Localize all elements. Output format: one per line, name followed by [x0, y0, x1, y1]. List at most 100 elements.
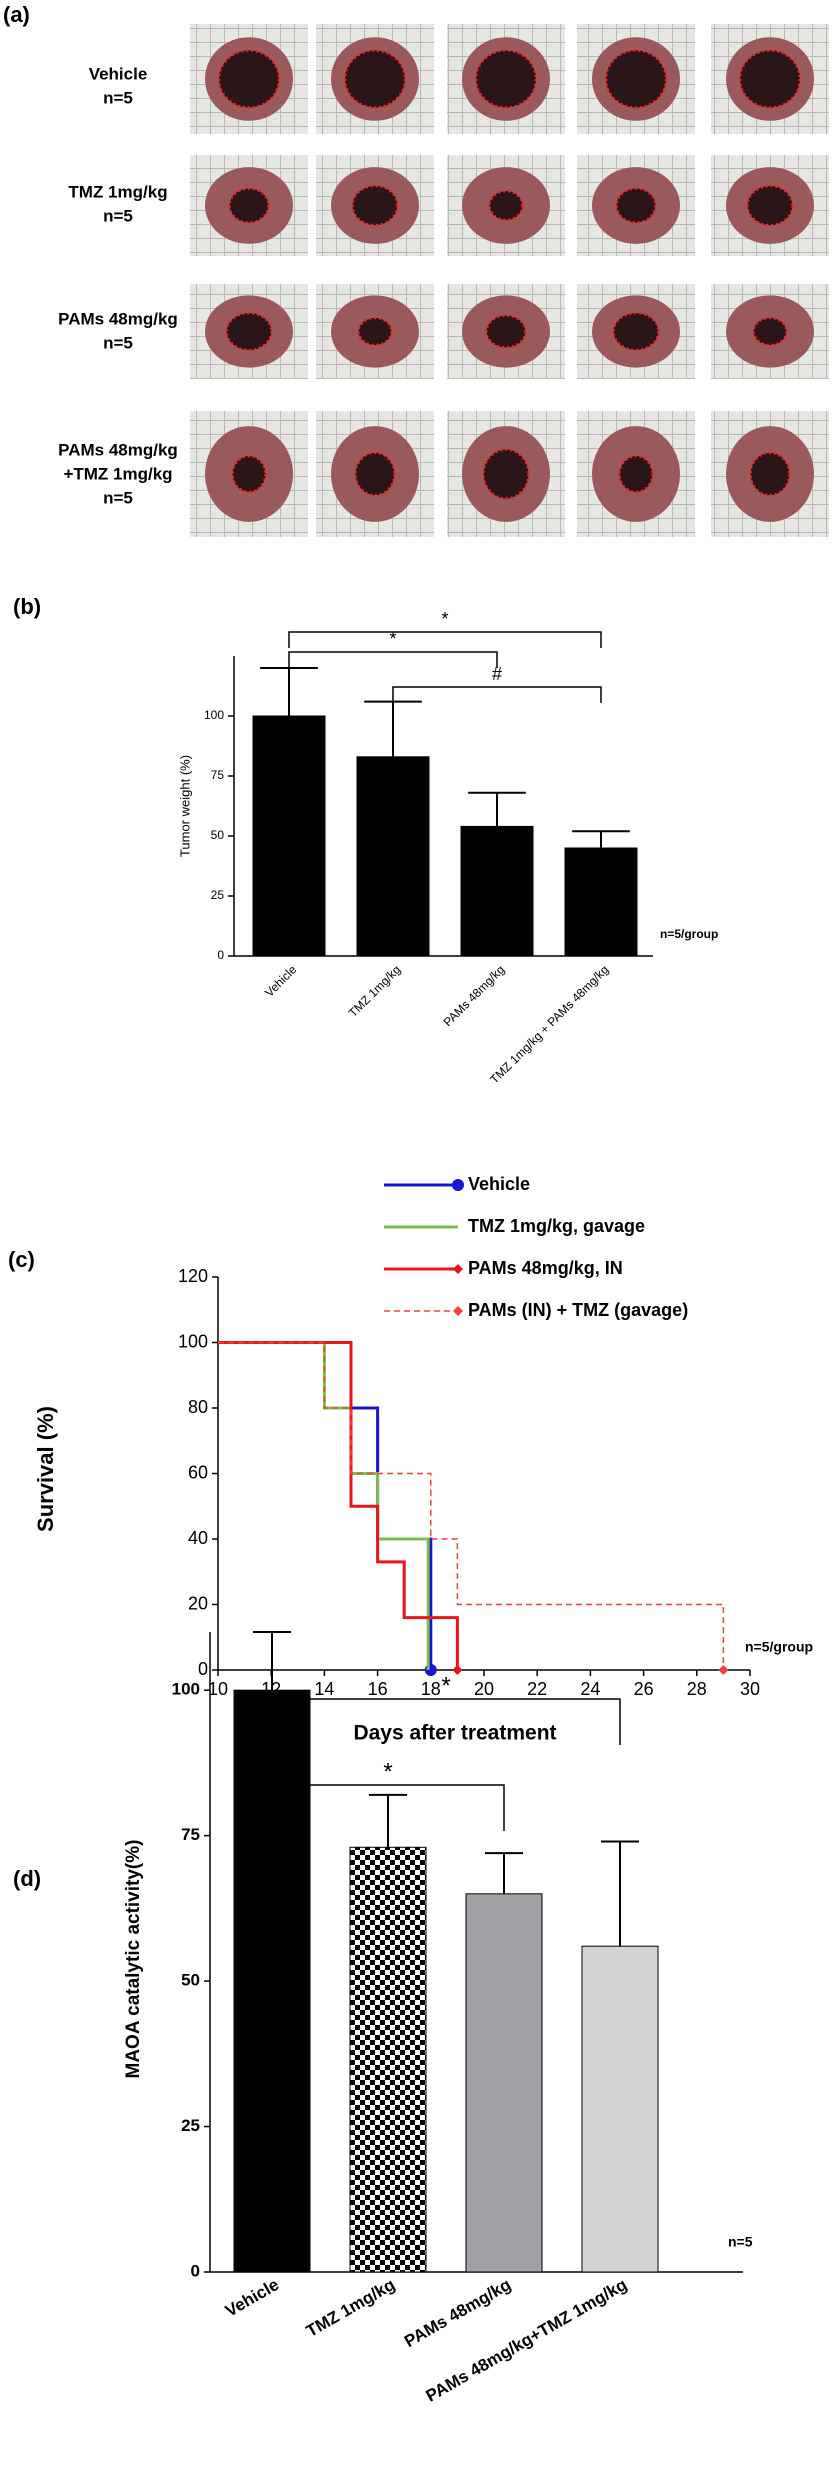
tumor — [604, 49, 668, 109]
y-tick-label: 0 — [198, 1659, 208, 1679]
row-label: n=5 — [103, 333, 133, 352]
y-tick-label: 120 — [178, 1266, 208, 1286]
significance-bracket — [392, 686, 602, 703]
significance-bracket — [288, 651, 498, 668]
x-tick-label: 20 — [474, 1679, 494, 1699]
tumor — [749, 451, 791, 497]
tumor — [738, 49, 802, 109]
legend-label: PAMs (IN) + TMZ (gavage) — [468, 1300, 688, 1320]
tumor — [615, 187, 657, 224]
note: n=5 — [728, 2234, 753, 2250]
x-tick-label: 16 — [368, 1679, 388, 1699]
panel-label: (d) — [13, 1866, 41, 1891]
marker — [424, 1664, 437, 1676]
x-axis-label: Days after treatment — [353, 1722, 556, 1745]
y-axis-label: MAOA catalytic activity(%) — [123, 1840, 144, 2079]
y-tick-label: 100 — [204, 708, 224, 722]
row-label: Vehicle — [89, 64, 148, 83]
row-label: PAMs 48mg/kg — [58, 440, 178, 459]
y-tick-label: 100 — [172, 1680, 200, 1699]
tumor — [357, 316, 393, 347]
y-tick-label: 60 — [188, 1462, 208, 1482]
y-tick-label: 80 — [188, 1397, 208, 1417]
tumor — [485, 314, 527, 349]
row-label: n=5 — [103, 88, 133, 107]
row-label: PAMs 48mg/kg — [58, 309, 178, 328]
y-axis-label: Survival (%) — [33, 1406, 58, 1532]
legend-label: Vehicle — [468, 1174, 530, 1194]
legend-label: PAMs 48mg/kg, IN — [468, 1258, 623, 1278]
significance-label: * — [441, 1672, 450, 1699]
row-label: +TMZ 1mg/kg — [63, 464, 172, 483]
bar — [349, 1846, 427, 2273]
panel-label: (b) — [13, 594, 41, 619]
row-label: n=5 — [103, 488, 133, 507]
x-tick-label: 14 — [314, 1679, 334, 1699]
tumor — [474, 49, 538, 109]
significance-label: # — [492, 664, 502, 684]
row-label: n=5 — [103, 206, 133, 225]
y-tick-label: 100 — [178, 1331, 208, 1351]
bar — [252, 715, 326, 957]
x-tick-label: Vehicle — [262, 962, 299, 999]
x-tick-label: TMZ 1mg/kg — [303, 2275, 398, 2341]
significance-label: * — [389, 629, 396, 649]
tumor — [225, 311, 273, 352]
significance-label: * — [383, 1758, 392, 1785]
legend-marker — [453, 1264, 463, 1274]
x-tick-label: 26 — [634, 1679, 654, 1699]
bar — [233, 1689, 311, 2273]
x-tick-label: PAMs 48mg/kg+TMZ 1mg/kg — [423, 2275, 631, 2406]
y-tick-label: 25 — [181, 2116, 200, 2135]
y-tick-label: 0 — [191, 2261, 200, 2280]
x-tick-label: TMZ 1mg/kg + PAMs 48mg/kg — [487, 962, 611, 1086]
y-tick-label: 50 — [211, 828, 225, 842]
tumor — [618, 454, 654, 494]
panel-label: (a) — [3, 2, 30, 27]
y-axis-label: Tumor weight (%) — [177, 755, 192, 857]
tumor — [228, 187, 270, 224]
row-label: TMZ 1mg/kg — [68, 182, 167, 201]
y-tick-label: 40 — [188, 1528, 208, 1548]
survival-line — [218, 1341, 459, 1670]
y-tick-label: 25 — [211, 888, 225, 902]
tumor — [343, 49, 407, 109]
bar — [564, 847, 638, 957]
significance-bracket — [288, 631, 602, 648]
legend-label: TMZ 1mg/kg, gavage — [468, 1216, 645, 1236]
legend-marker — [453, 1306, 463, 1316]
y-tick-label: 75 — [181, 1825, 200, 1844]
note: n=5/group — [660, 927, 718, 941]
tumor — [354, 451, 396, 497]
tumor — [612, 311, 660, 352]
survival-line — [218, 1341, 725, 1670]
tumor — [217, 49, 281, 109]
tumor — [231, 454, 267, 494]
y-tick-label: 50 — [181, 1971, 200, 1990]
x-tick-label: 18 — [421, 1679, 441, 1699]
note: n=5/group — [745, 1639, 813, 1655]
significance-bracket — [271, 1698, 621, 1745]
bar — [581, 1945, 659, 2273]
bar — [460, 825, 534, 957]
y-tick-label: 20 — [188, 1593, 208, 1613]
survival-line — [218, 1341, 430, 1670]
x-tick-label: Vehicle — [222, 2275, 282, 2321]
panel-label: (c) — [8, 1247, 35, 1272]
significance-bracket — [271, 1784, 505, 1831]
marker — [718, 1665, 729, 1675]
marker — [452, 1665, 463, 1675]
tumor — [746, 184, 794, 227]
tumor — [488, 189, 524, 222]
tumor — [351, 184, 399, 227]
significance-label: * — [441, 609, 448, 629]
x-tick-label: 24 — [580, 1679, 600, 1699]
y-tick-label: 75 — [211, 768, 225, 782]
x-tick-label: PAMs 48mg/kg — [441, 962, 508, 1029]
bar — [356, 756, 430, 957]
y-tick-label: 0 — [217, 948, 224, 962]
tumor — [752, 316, 788, 347]
x-tick-label: 30 — [740, 1679, 760, 1699]
x-tick-label: 10 — [208, 1679, 228, 1699]
